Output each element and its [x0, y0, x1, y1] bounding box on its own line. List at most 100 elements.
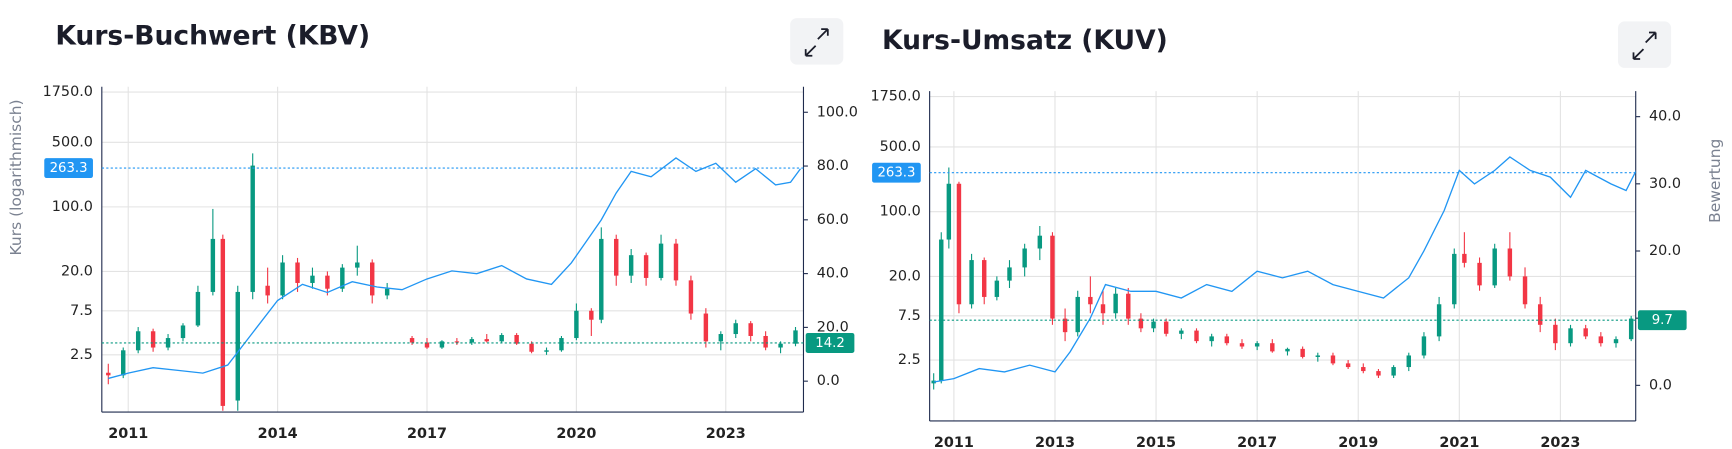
candle-body — [325, 275, 330, 289]
y2-axis-label: Bewertung — [1706, 139, 1724, 223]
candle-body — [384, 288, 390, 296]
y-tick-label: 7.5 — [70, 303, 93, 319]
candle-body — [1194, 330, 1199, 342]
candle-body — [1254, 343, 1260, 347]
chart: 2.5 7.5 20.0 100.0 500.0 1750.0 2011 2013 2015 20… — [870, 89, 1687, 449]
candle-body — [1126, 293, 1131, 319]
candle-body — [614, 238, 619, 276]
y2-tick-label: 20.0 — [1649, 243, 1681, 259]
candle-body — [1179, 330, 1184, 334]
candle-body — [250, 165, 255, 292]
y2-tick-label: 60.0 — [817, 212, 849, 228]
marker-label: 14.2 — [815, 336, 845, 351]
candle-body — [559, 338, 564, 351]
expand-button[interactable] — [790, 18, 844, 65]
x-tick-label: 2017 — [1237, 435, 1277, 449]
candle-body — [135, 331, 141, 351]
candle-body — [1088, 296, 1093, 305]
candle-body — [1553, 324, 1558, 344]
candle-body — [1583, 328, 1588, 337]
expand-button[interactable] — [1618, 21, 1672, 68]
y-tick-label: 20.0 — [61, 263, 93, 279]
candle-body — [748, 323, 753, 336]
candle-body — [1522, 276, 1528, 305]
candle-body — [370, 262, 375, 296]
candle-body — [628, 255, 634, 276]
valuation-line — [108, 157, 802, 380]
x-tick-label: 2014 — [258, 426, 298, 442]
candle-body — [763, 335, 768, 348]
x-tick-label: 2021 — [1439, 435, 1479, 449]
y-tick-label: 100.0 — [52, 199, 93, 215]
candle-body — [1477, 262, 1482, 286]
marker-label: 9.7 — [1652, 313, 1673, 328]
candle-body — [210, 238, 216, 292]
candle-body — [165, 338, 171, 348]
candle-body — [1209, 336, 1214, 342]
candle-body — [1361, 367, 1366, 372]
x-tick-label: 2013 — [1035, 435, 1075, 449]
candle-body — [439, 341, 445, 348]
candle-body — [280, 262, 285, 296]
candle-body — [589, 310, 594, 320]
candle-body — [688, 280, 694, 314]
candle-body — [424, 342, 430, 348]
x-tick-label: 2015 — [1136, 435, 1176, 449]
candle-body — [529, 343, 534, 352]
candle-body — [1452, 253, 1457, 305]
y2-tick-label: 0.0 — [1649, 377, 1672, 393]
y2-tick-label: 20.0 — [817, 319, 849, 335]
marker-label-bg — [872, 162, 921, 183]
candle-body — [454, 341, 460, 343]
candle-body — [931, 380, 936, 384]
y2-tick-label: 100.0 — [817, 104, 858, 120]
candle-body — [574, 310, 579, 339]
candle-body — [150, 331, 156, 348]
candle-body — [643, 255, 649, 278]
y-tick-label: 1750.0 — [870, 89, 920, 105]
candle-body — [1037, 235, 1043, 249]
expand-icon — [804, 28, 829, 57]
y2-tick-label: 30.0 — [1649, 176, 1681, 192]
candle-body — [355, 262, 360, 268]
chart: 2.5 7.5 20.0 100.0 500.0 1750.0 2011 2014 2017 20… — [43, 84, 858, 442]
candle-body — [982, 260, 987, 297]
candle-body — [1537, 304, 1543, 325]
y-tick-label: 500.0 — [880, 139, 921, 155]
candle-body — [733, 323, 738, 335]
candle-body — [499, 335, 504, 342]
candle-body — [793, 330, 798, 344]
marker-label: 263.3 — [877, 166, 915, 181]
candle-body — [106, 372, 111, 376]
candle-body — [599, 238, 604, 320]
candle-body — [1050, 235, 1055, 319]
candle-body — [1507, 248, 1513, 277]
candle-body — [1285, 348, 1290, 352]
valuation-line — [933, 156, 1636, 383]
candle-body — [703, 313, 709, 342]
candle-body — [1224, 336, 1230, 344]
plot-area — [106, 153, 802, 411]
marker-label-bg — [805, 333, 855, 353]
candle-body — [340, 267, 345, 289]
chart-title: Kurs-Umsatz (KUV) — [882, 25, 1168, 56]
candle-body — [1270, 343, 1275, 352]
y2-tick-label: 80.0 — [817, 158, 849, 174]
marker-label-bg — [44, 158, 93, 179]
candle-body — [1568, 328, 1573, 344]
candle-body — [969, 260, 974, 305]
candle-body — [1462, 253, 1467, 263]
y-tick-label: 1750.0 — [43, 84, 93, 100]
candle-body — [484, 339, 489, 342]
candle-body — [994, 280, 1000, 297]
y-axis-label: Kurs (logarithmisch) — [7, 99, 25, 255]
x-tick-label: 2017 — [407, 426, 447, 442]
x-tick-label: 2011 — [934, 435, 974, 449]
candle-body — [544, 350, 549, 352]
candle-body — [514, 335, 519, 344]
candle-body — [718, 334, 724, 342]
candle-body — [956, 183, 962, 305]
candle-body — [1330, 355, 1336, 364]
candle-body — [1391, 367, 1396, 376]
candle-body — [1007, 267, 1012, 281]
